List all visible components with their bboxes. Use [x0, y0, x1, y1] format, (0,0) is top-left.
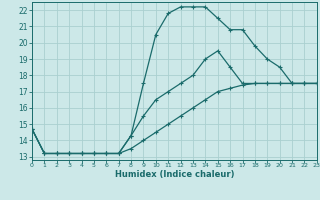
X-axis label: Humidex (Indice chaleur): Humidex (Indice chaleur)	[115, 170, 234, 179]
